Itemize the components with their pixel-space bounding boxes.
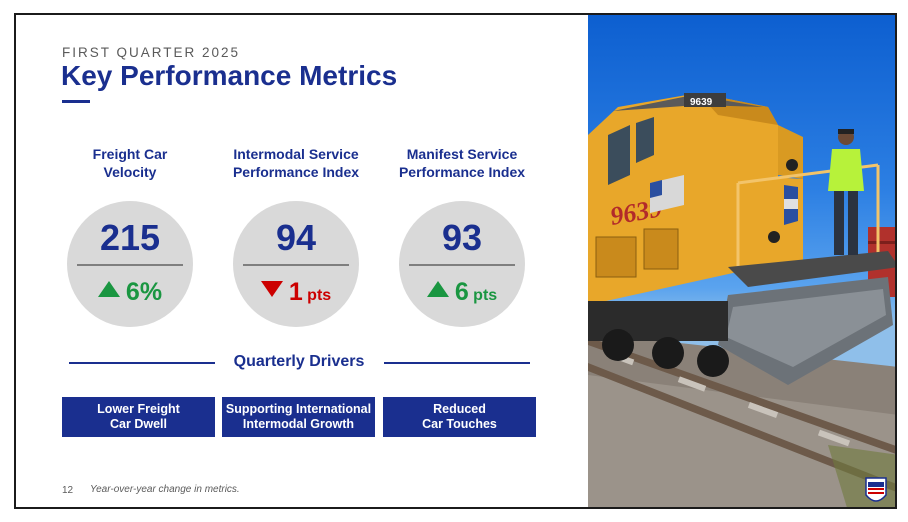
driver-lower-freight-car-dwell: Lower Freight Car Dwell <box>62 397 215 437</box>
metric-change-value: 6% <box>125 278 163 306</box>
slide: FIRST QUARTER 2025 Key Performance Metri… <box>14 13 897 509</box>
footnote: Year-over-year change in metrics. <box>90 484 240 495</box>
drivers-heading: Quarterly Drivers <box>233 353 365 370</box>
title-underline <box>62 100 90 103</box>
metric-circle-manifest-service: 93 6 pts <box>399 201 525 327</box>
metric-divider <box>77 264 183 266</box>
up-arrow-icon <box>97 281 120 297</box>
up-arrow-icon <box>426 281 449 297</box>
union-pacific-logo <box>865 477 887 502</box>
page-number: 12 <box>62 485 74 496</box>
metric-change-unit: pts <box>302 287 332 304</box>
metric-value: 93 <box>441 217 483 258</box>
metric-circle-freight-car-velocity: 215 6% <box>67 201 193 327</box>
driver-reduced-car-touches: Reduced Car Touches <box>383 397 536 437</box>
locomotive-illustration: 9639 9639 <box>588 93 895 507</box>
metric-divider <box>409 264 515 266</box>
metric-label-freight-car-velocity: Freight Car Velocity <box>92 146 168 180</box>
down-arrow-icon <box>260 281 283 297</box>
metric-label-manifest-service: Manifest Service Performance Index <box>398 146 526 180</box>
metric-value: 94 <box>275 217 317 258</box>
drivers-rule-right <box>384 362 530 364</box>
metric-change-value: 1 <box>288 278 303 306</box>
metric-change: 1 pts <box>233 278 359 307</box>
metric-circle-intermodal-service: 94 1 pts <box>233 201 359 327</box>
drivers-rule-left <box>69 362 215 364</box>
driver-international-intermodal-growth: Supporting International Intermodal Grow… <box>222 397 375 437</box>
metric-change: 6% <box>67 278 193 307</box>
metric-value: 215 <box>99 217 161 258</box>
metric-change-value: 6 <box>454 278 469 306</box>
slide-title: Key Performance Metrics <box>61 60 398 91</box>
locomotive-number-top: 9639 <box>690 97 713 108</box>
metric-divider <box>243 264 349 266</box>
locomotive-photo: 9639 9639 <box>588 15 895 507</box>
metric-label-intermodal-service: Intermodal Service Performance Index <box>232 146 360 180</box>
slide-kicker: FIRST QUARTER 2025 <box>62 45 241 60</box>
metric-change-unit: pts <box>468 287 498 304</box>
metric-change: 6 pts <box>399 278 525 307</box>
